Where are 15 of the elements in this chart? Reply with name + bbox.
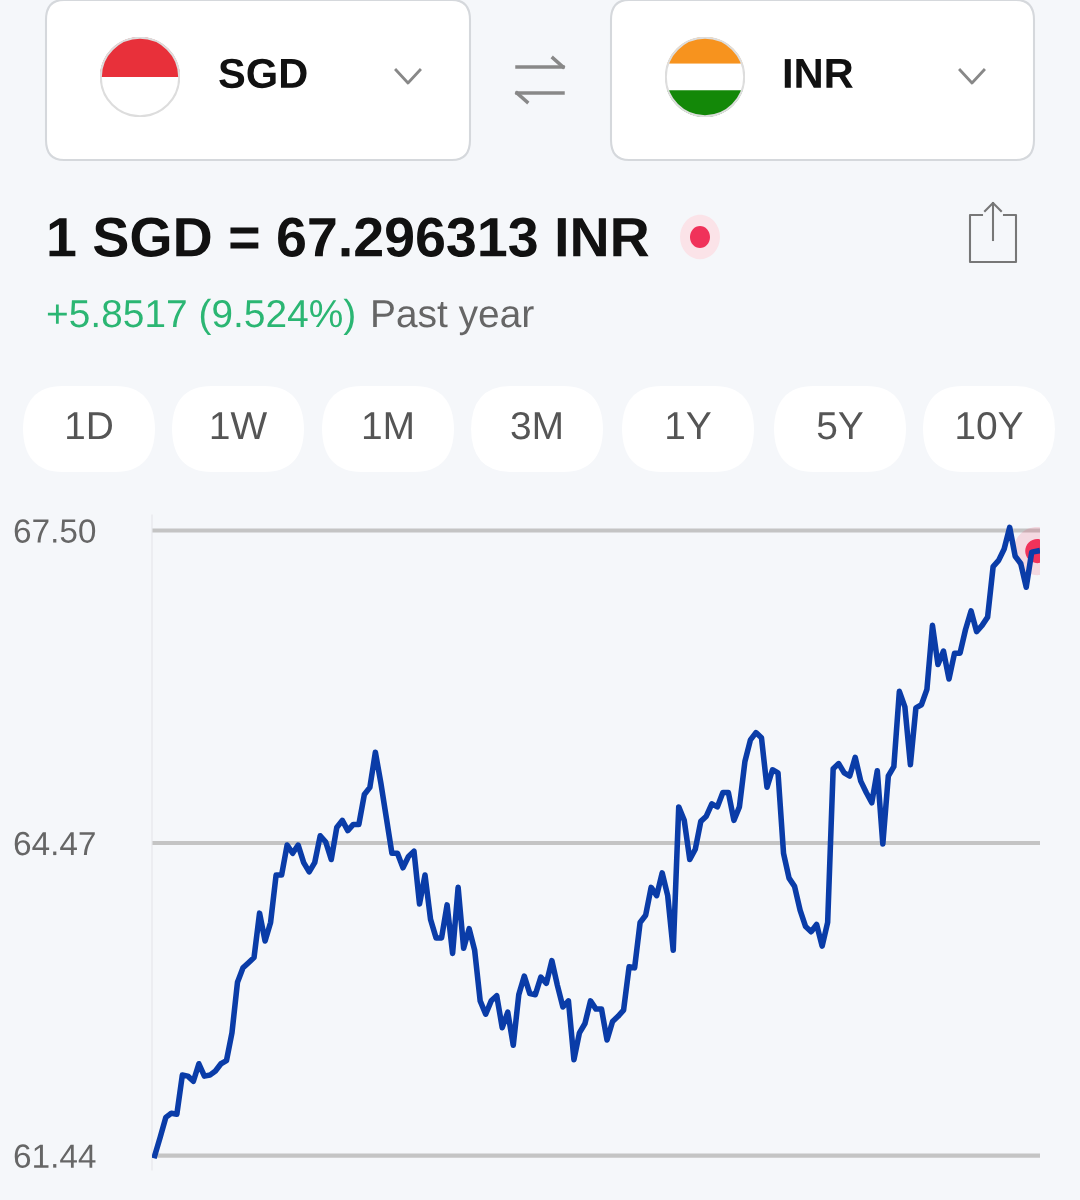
text: 1Y (667, 412, 711, 440)
text: Past year (373, 300, 534, 336)
text: 5Y (817, 412, 863, 440)
text: 1D (67, 412, 112, 440)
text: 10Y (957, 411, 1023, 440)
y-tick-label: 64.47 (14, 831, 95, 856)
text: SGD (219, 58, 307, 89)
text: 3M (511, 411, 561, 440)
chart-title: 1 SGD = 67.296313 INR (49, 217, 649, 257)
chart-subtitle: +5.8517 (9.524%) (47, 298, 354, 336)
text: 1W (211, 412, 268, 440)
text: 1M (363, 412, 412, 440)
text: INR (784, 59, 853, 88)
y-tick-label: 67.50 (14, 519, 96, 543)
y-tick-label: 61.44 (14, 1144, 96, 1168)
